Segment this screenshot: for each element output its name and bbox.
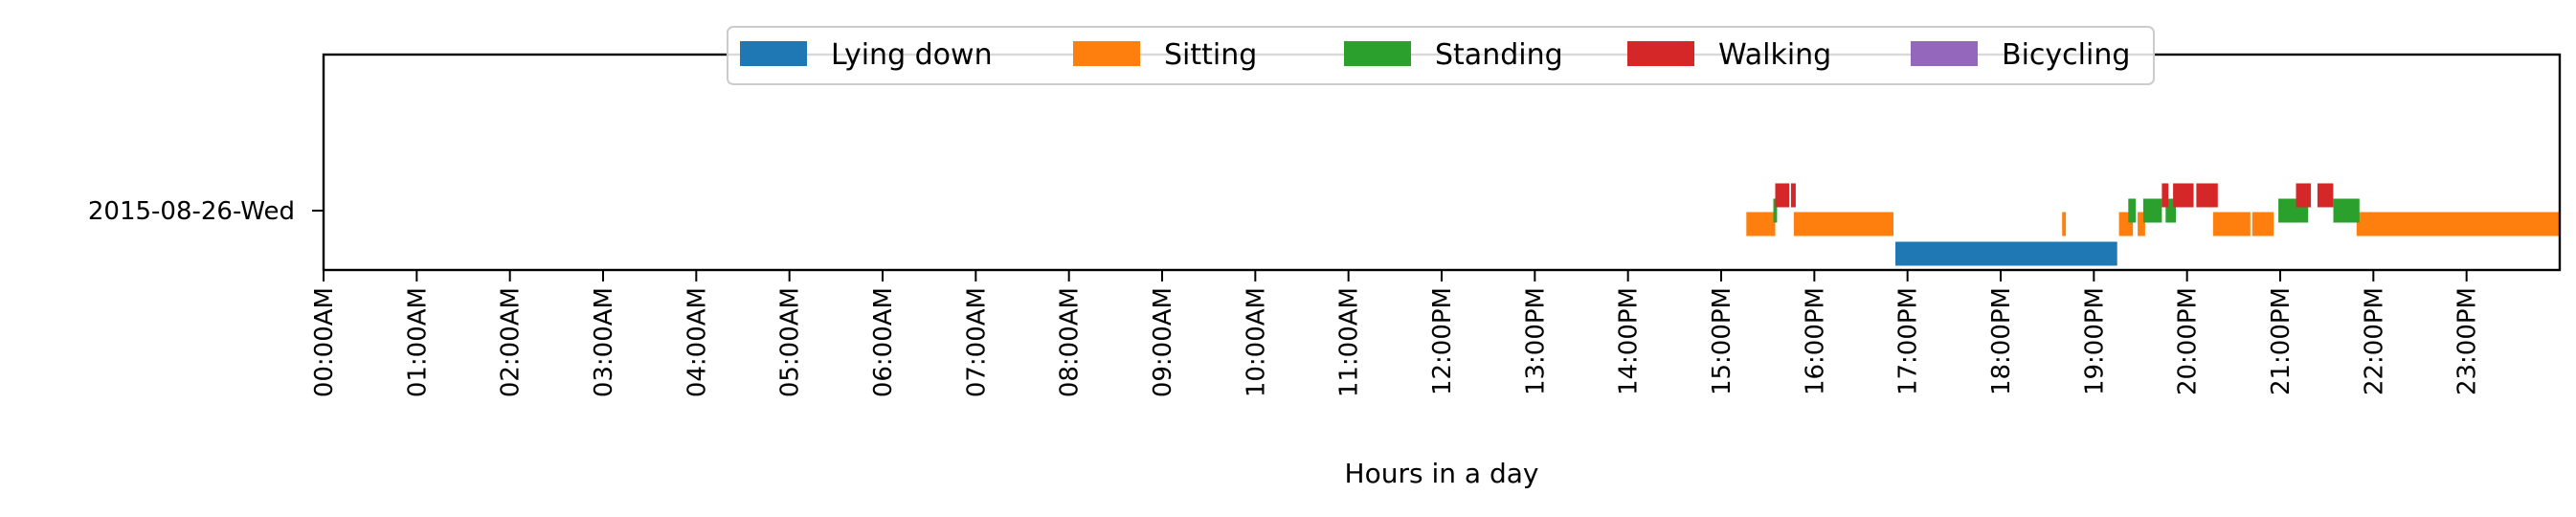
x-tick-label: 19:00PM <box>2080 287 2109 395</box>
x-tick-label: 04:00AM <box>683 287 711 397</box>
bar-sitting <box>2251 212 2274 236</box>
x-tick-label: 17:00PM <box>1894 287 1923 395</box>
x-axis-title: Hours in a day <box>1345 458 1539 489</box>
bar-sitting <box>1793 212 1893 236</box>
bar-lying-down <box>1895 241 2117 266</box>
x-tick-label: 11:00AM <box>1335 287 1364 397</box>
legend-label: Lying down <box>831 38 993 72</box>
legend-label: Walking <box>1718 38 1831 72</box>
x-tick-label: 16:00PM <box>1801 287 1829 395</box>
bar-sitting <box>2212 212 2251 236</box>
plot-frame <box>322 53 2562 272</box>
x-tick-label: 05:00AM <box>776 287 805 397</box>
bar-standing <box>2142 198 2162 223</box>
legend-swatch <box>1627 41 1694 66</box>
x-tick-label: 03:00AM <box>590 287 618 397</box>
x-tick-label: 07:00AM <box>962 287 991 397</box>
x-tick-label: 23:00PM <box>2453 287 2482 395</box>
x-tick-label: 10:00AM <box>1242 287 1270 397</box>
bar-standing <box>2333 198 2360 223</box>
bar-walking <box>1791 183 1796 208</box>
legend-swatch <box>1911 41 1978 66</box>
x-axis: 00:00AM 01:00AM 02:00AM 03:00AM 04:00AM 05:00… <box>310 270 2482 397</box>
legend-swatch <box>1344 41 1411 66</box>
legend-label: Bicycling <box>2002 38 2130 72</box>
legend-swatch <box>740 41 807 66</box>
x-tick-label: 06:00AM <box>869 287 898 397</box>
x-tick-label: 14:00PM <box>1615 287 1644 395</box>
x-tick-label: 18:00PM <box>1987 287 2016 395</box>
y-tick-label: 2015-08-26-Wed <box>88 197 295 226</box>
bar-sitting <box>2138 212 2145 236</box>
x-tick-label: 15:00PM <box>1708 287 1736 395</box>
bar-walking <box>2317 183 2334 208</box>
x-tick-label: 01:00AM <box>403 287 432 397</box>
bar-walking <box>1775 183 1790 208</box>
bar-walking <box>2196 183 2218 208</box>
x-tick-label: 02:00AM <box>497 287 526 397</box>
x-tick-label: 09:00AM <box>1149 287 1177 397</box>
activity-bars <box>1746 183 2560 266</box>
bar-sitting <box>2356 212 2560 236</box>
x-tick-label: 00:00AM <box>310 287 339 397</box>
bar-standing <box>2128 198 2137 223</box>
y-axis: 2015-08-26-Wed <box>88 197 324 226</box>
bar-sitting <box>1746 212 1776 236</box>
bar-standing <box>2165 198 2176 223</box>
legend-label: Sitting <box>1164 38 1257 72</box>
x-tick-label: 20:00PM <box>2174 287 2203 395</box>
bar-walking <box>2173 183 2194 208</box>
bar-standing <box>1773 198 1778 223</box>
x-tick-label: 08:00AM <box>1056 287 1085 397</box>
legend-label: Standing <box>1435 38 1563 72</box>
legend: Lying down Sitting Standing Walking Bicyclin… <box>727 26 2155 85</box>
x-tick-label: 21:00PM <box>2267 287 2296 395</box>
bar-walking <box>2162 183 2169 208</box>
x-tick-label: 13:00PM <box>1521 287 1550 395</box>
legend-swatch <box>1073 41 1140 66</box>
x-tick-label: 22:00PM <box>2360 287 2388 395</box>
x-tick-label: 12:00PM <box>1428 287 1457 395</box>
bar-sitting <box>2062 212 2067 236</box>
bar-walking <box>2296 183 2312 208</box>
